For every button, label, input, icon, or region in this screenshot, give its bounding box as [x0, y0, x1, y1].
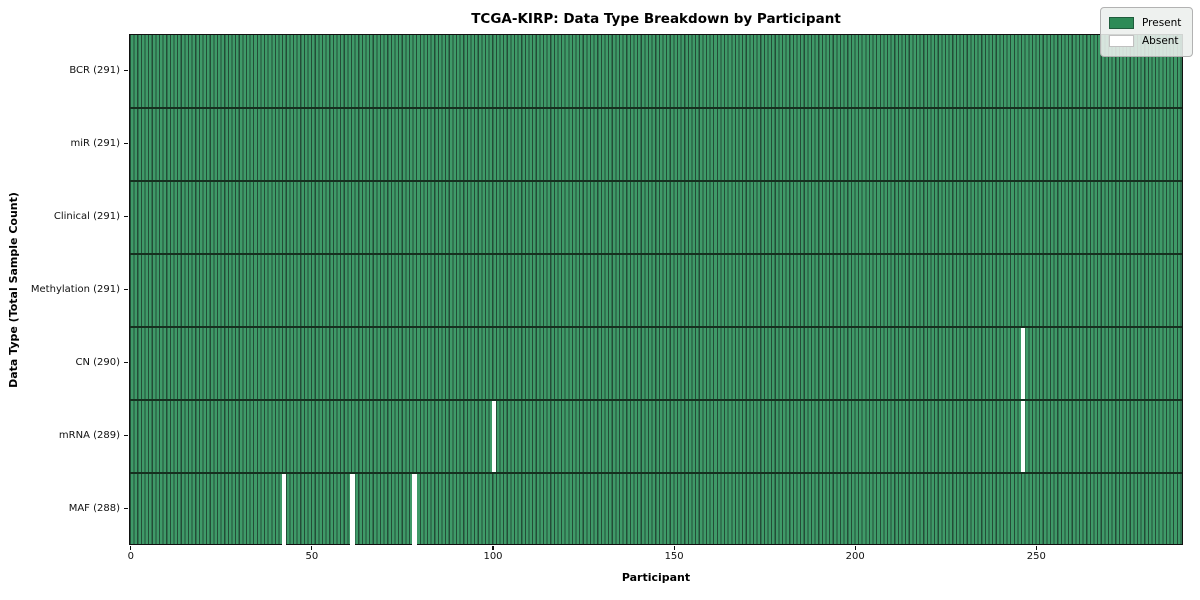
y-tick-mark: [124, 361, 128, 364]
x-tick-mark: [854, 546, 856, 550]
absent-gap-mrna-246: [1020, 400, 1026, 473]
x-tick-mark: [492, 546, 494, 550]
y-tick-mark: [124, 288, 128, 291]
legend-label-absent: Absent: [1142, 35, 1179, 47]
legend-entry-absent: Absent: [1109, 32, 1184, 50]
y-tick-mark: [124, 142, 128, 145]
y-tick-label-clinical: Clinical (291): [53, 210, 120, 222]
absent-gap-maf-78: [412, 473, 417, 546]
y-tick-label-mir: miR (291): [70, 137, 120, 149]
y-tick-label-maf: MAF (288): [68, 502, 120, 514]
legend: Present Absent: [1100, 7, 1193, 57]
x-tick-label-100: 100: [483, 551, 503, 562]
row-separator: [130, 253, 1182, 255]
row-separator: [130, 399, 1182, 401]
y-tick-mark: [124, 507, 128, 510]
y-tick-mark: [124, 434, 128, 437]
x-tick-label-50: 50: [305, 551, 319, 562]
x-tick-label-150: 150: [664, 551, 684, 562]
legend-entry-present: Present: [1109, 14, 1184, 32]
x-tick-mark: [673, 546, 675, 550]
absent-gap-mrna-100: [491, 400, 497, 473]
absent-gap-maf-42: [281, 473, 287, 546]
x-tick-mark: [1035, 546, 1037, 550]
x-tick-label-250: 250: [1026, 551, 1046, 562]
plot-area: [129, 34, 1183, 546]
row-separator: [130, 107, 1182, 109]
y-axis-label: Data Type (Total Sample Count): [7, 192, 20, 388]
x-tick-label-200: 200: [845, 551, 865, 562]
row-separator: [130, 326, 1182, 328]
absent-gap-maf-61: [350, 473, 356, 546]
y-tick-label-cn: CN (290): [75, 356, 120, 368]
legend-swatch-absent: [1109, 35, 1134, 47]
y-tick-mark: [124, 215, 128, 218]
x-tick-mark: [130, 546, 132, 550]
row-separator: [130, 472, 1182, 474]
chart-title: TCGA-KIRP: Data Type Breakdown by Partic…: [471, 11, 841, 27]
y-tick-label-bcr: BCR (291): [69, 64, 120, 76]
y-tick-label-methylation: Methylation (291): [30, 283, 120, 295]
row-separator: [130, 180, 1182, 182]
absent-gap-cn-246: [1020, 327, 1026, 400]
x-tick-mark: [311, 546, 313, 550]
legend-label-present: Present: [1142, 17, 1182, 29]
x-axis-label: Participant: [621, 571, 691, 584]
y-tick-mark: [124, 69, 128, 72]
legend-swatch-present: [1109, 17, 1134, 29]
y-tick-label-mrna: mRNA (289): [58, 429, 120, 441]
x-tick-label-0: 0: [127, 551, 134, 562]
